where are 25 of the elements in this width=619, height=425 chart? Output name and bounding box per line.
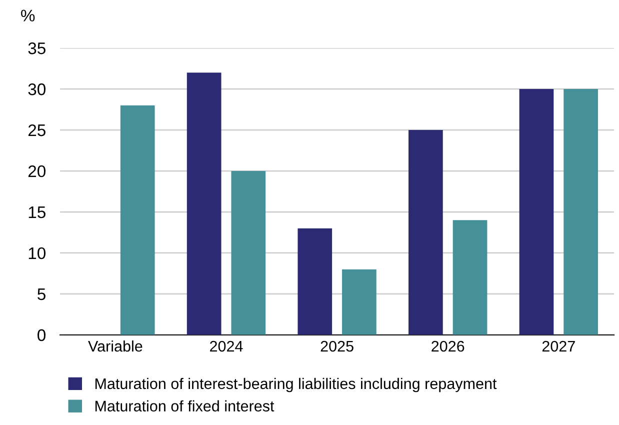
x-tick-label: Variable [88, 340, 142, 352]
bar [519, 89, 554, 335]
y-tick-label: 20 [28, 165, 46, 178]
bar [298, 228, 332, 335]
bar [452, 220, 488, 335]
y-tick-label: 10 [28, 247, 46, 260]
x-tick-label: 2024 [210, 340, 243, 352]
bar [231, 170, 266, 335]
bar [564, 89, 598, 335]
y-tick-label: 0 [38, 329, 46, 342]
legend-label: Maturation of interest-bearing liabilities including repayment [95, 378, 497, 392]
x-tick-label: 2026 [432, 340, 464, 352]
y-tick-label: 15 [28, 206, 46, 218]
bar [408, 130, 443, 335]
legend-label: Maturation of fixed interest [95, 400, 274, 412]
y-axis-title: % [21, 10, 35, 22]
y-tick-label: 5 [38, 288, 46, 300]
x-tick-label: 2027 [542, 340, 575, 352]
x-tick-label: 2025 [320, 340, 354, 352]
bar [342, 269, 376, 335]
y-tick-label: 30 [28, 83, 46, 96]
y-tick-label: 25 [28, 124, 46, 136]
y-tick-label: 35 [28, 42, 46, 54]
bar [186, 72, 222, 335]
bar [120, 105, 155, 335]
